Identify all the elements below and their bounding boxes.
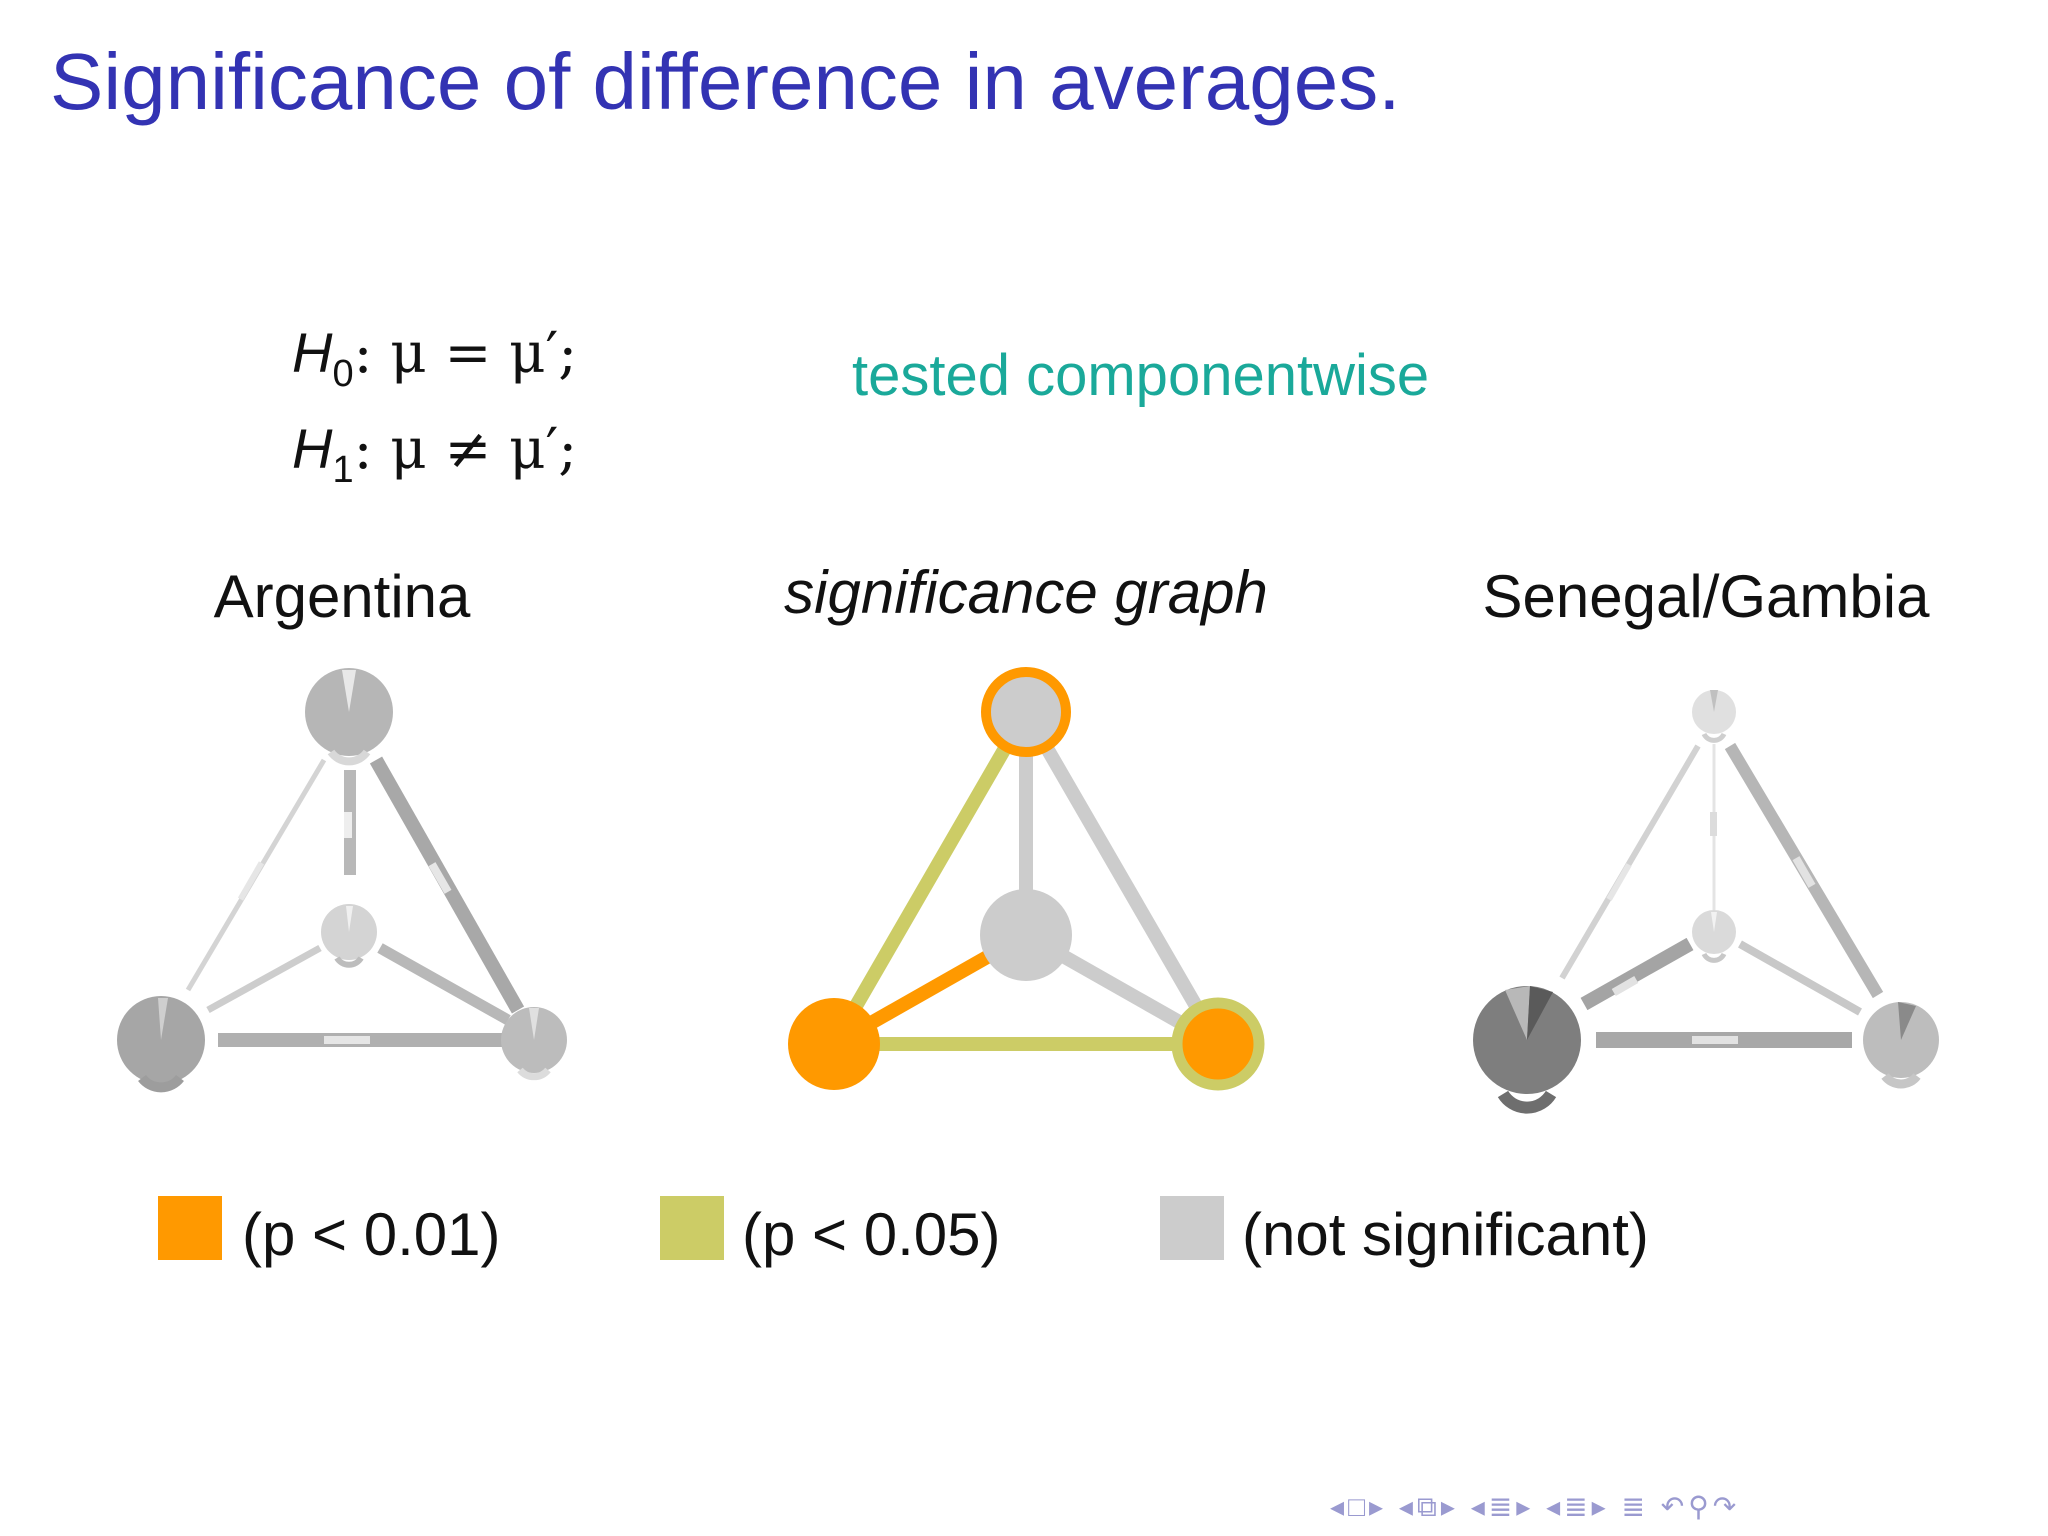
- sig-edge-top-left: [827, 708, 1033, 1048]
- next-frame-icon[interactable]: ▸: [1368, 1491, 1388, 1522]
- beamer-navigation: ◂□▸ ◂⧉▸ ◂≣▸ ◂≣▸ ≣ ↶⚲↷: [1330, 1490, 1740, 1524]
- sig-node-right: [1171, 997, 1265, 1091]
- legend-label-weak: (p < 0.05): [742, 1201, 1001, 1268]
- prev-slide-icon[interactable]: ◂: [1546, 1491, 1565, 1522]
- edge-left-center: [206, 944, 322, 1014]
- slide-icon[interactable]: ≣: [1564, 1491, 1592, 1522]
- edge-center-right: [377, 943, 511, 1025]
- prev-section-icon[interactable]: ◂: [1470, 1491, 1489, 1522]
- section-icon[interactable]: ≣: [1488, 1491, 1517, 1522]
- align-icon[interactable]: ≣: [1621, 1491, 1649, 1522]
- sig-node-center: [980, 889, 1072, 981]
- prev-subsection-icon[interactable]: ◂: [1398, 1491, 1417, 1522]
- sig-edge-top-right: [1019, 708, 1225, 1048]
- sig-node-top: [981, 667, 1071, 757]
- next-subsection-icon[interactable]: ▸: [1440, 1491, 1459, 1522]
- argentina-graph: [117, 668, 567, 1093]
- legend-label-none: (not significant): [1242, 1201, 1649, 1268]
- legend-swatch-strong: [158, 1196, 222, 1260]
- find-icon[interactable]: ⚲: [1688, 1491, 1713, 1522]
- senegal-gambia-label: Senegal/Gambia: [1482, 563, 1930, 630]
- legend-swatch-weak: [660, 1196, 724, 1260]
- slide-title: Significance of difference in averages.: [50, 37, 1401, 126]
- sg-edge-top-left: [1559, 744, 1701, 980]
- significance-graph-label: significance graph: [784, 559, 1268, 626]
- back-icon[interactable]: ↶: [1660, 1491, 1689, 1522]
- sig-node-left: [788, 998, 880, 1090]
- legend-label-strong: (p < 0.01): [242, 1201, 501, 1268]
- tested-note: tested componentwise: [852, 343, 1430, 408]
- subsection-icon[interactable]: ⧉: [1416, 1491, 1441, 1522]
- frame-icon[interactable]: □: [1348, 1491, 1369, 1522]
- next-section-icon[interactable]: ▸: [1516, 1491, 1535, 1522]
- sg-edge-left-center: [1580, 937, 1694, 1011]
- prev-frame-icon[interactable]: ◂: [1330, 1491, 1349, 1522]
- next-slide-icon[interactable]: ▸: [1591, 1491, 1610, 1522]
- forward-icon[interactable]: ↷: [1712, 1491, 1741, 1522]
- sg-edge-center-right: [1738, 940, 1862, 1016]
- significance-graph: [788, 667, 1265, 1091]
- argentina-label: Argentina: [213, 563, 471, 630]
- senegal-gambia-graph: [1473, 690, 1939, 1114]
- legend-swatch-none: [1160, 1196, 1224, 1260]
- alternative-hypothesis: H1: μ ≠ μ′;: [292, 417, 578, 491]
- null-hypothesis: H0: μ = μ′;: [292, 321, 578, 395]
